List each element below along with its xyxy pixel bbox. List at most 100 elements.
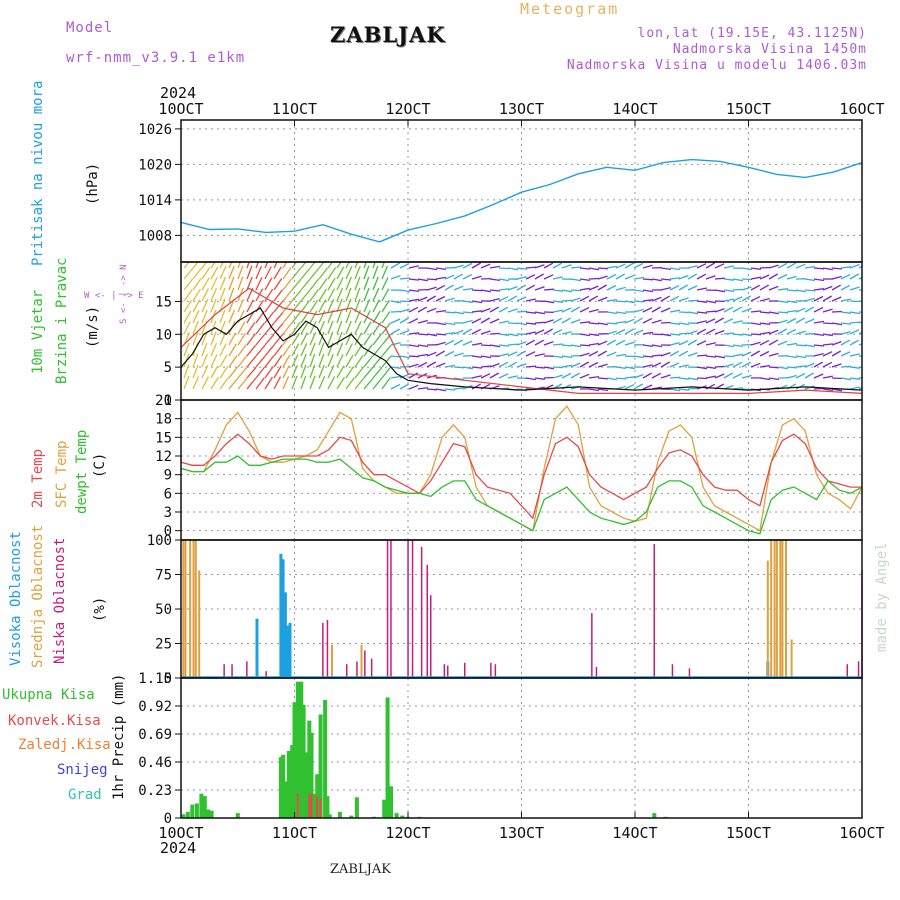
station-coordinates: lon,lat (19.15E, 43.1125N)	[637, 26, 867, 41]
wind-barb	[327, 365, 335, 379]
wind-barb	[201, 365, 209, 379]
wind-barb	[480, 365, 492, 368]
wind-barb	[696, 366, 708, 370]
wind-barb	[786, 342, 797, 346]
wind-barb	[813, 373, 824, 379]
wind-barb	[534, 329, 545, 335]
wind-barb	[246, 366, 257, 379]
wind-barb	[480, 289, 491, 293]
wind-barb	[219, 266, 227, 280]
wind-barb	[759, 266, 771, 269]
wind-barb	[345, 309, 352, 324]
wind-barb	[255, 355, 266, 368]
wind-barb	[831, 296, 842, 302]
wind-barb	[417, 278, 428, 282]
wind-barb	[597, 350, 608, 357]
wind-barb	[498, 306, 509, 313]
wind-barb	[579, 295, 590, 302]
wind-barb	[669, 322, 680, 325]
precip-legend-snow: Snijeg	[57, 762, 108, 778]
precip-bar	[389, 786, 393, 818]
wind-barb	[345, 377, 355, 390]
wind-barb	[363, 355, 374, 368]
wind-barb	[372, 377, 383, 390]
watermark: made by Angel	[874, 542, 890, 652]
top-year-label: 2024	[160, 84, 196, 102]
wind-barb	[336, 354, 344, 368]
wind-barb	[795, 317, 806, 324]
precip-bar	[301, 704, 306, 818]
wind-barb	[381, 299, 390, 313]
wind-barb	[372, 276, 379, 291]
wind-barb	[318, 342, 325, 357]
wind-barb	[255, 333, 266, 346]
wind-barb	[840, 311, 851, 314]
wind-barb	[588, 285, 599, 291]
wind-barb	[534, 273, 545, 280]
wind-barb	[381, 262, 385, 269]
wind-barb	[750, 310, 761, 313]
wind-barb	[813, 333, 824, 337]
precip-bar	[325, 796, 330, 818]
cloud-bar	[370, 658, 373, 678]
cloud-bar	[283, 592, 287, 678]
wind-barb	[435, 341, 446, 346]
wind-barb	[705, 300, 717, 304]
wind-barb	[435, 284, 446, 291]
wind-barb	[588, 295, 599, 302]
wind-barb	[561, 307, 572, 313]
wind-barb	[381, 311, 391, 324]
wind-barb	[381, 265, 388, 280]
wind-barb	[543, 340, 554, 346]
wind-barb	[255, 277, 263, 291]
wind-barb	[210, 354, 218, 368]
cloud-bar	[194, 540, 197, 678]
wind-barb	[336, 277, 344, 291]
wind-barb	[201, 277, 210, 291]
wind-barb	[579, 278, 590, 282]
precip-bar	[190, 804, 195, 818]
precip-bar	[199, 793, 204, 818]
wind-barb	[669, 350, 680, 357]
wind-barb	[570, 266, 582, 269]
wind-barb	[615, 300, 627, 303]
wind-barb	[417, 319, 428, 324]
wind-barb	[372, 262, 376, 269]
wind-barb	[732, 361, 743, 368]
precip-unit-label: 1hr Precip (mm)	[111, 674, 127, 800]
cloud-bar	[447, 665, 449, 678]
wind-barb	[219, 320, 226, 335]
wind-barb	[813, 320, 825, 324]
precip-bar	[309, 732, 314, 818]
wind-barb	[300, 364, 307, 379]
wind-barb	[687, 387, 699, 390]
wind-barb	[597, 275, 608, 280]
pressure-y-tick-label: 1026	[138, 122, 172, 138]
wind-barb	[633, 276, 644, 280]
precip-bar	[385, 697, 390, 818]
temp-unit-label: (C)	[92, 453, 108, 478]
wind-barb	[201, 298, 209, 313]
wind-barb	[696, 311, 707, 314]
wind-barb	[624, 328, 635, 335]
wind-barb	[363, 321, 372, 335]
wind-barb	[570, 318, 581, 324]
wind-barb	[354, 321, 362, 335]
wind-barb	[246, 377, 257, 390]
wind-barb	[282, 375, 290, 390]
wind-barb	[642, 331, 654, 335]
wind-barb	[633, 355, 644, 359]
wind-barb	[264, 311, 275, 324]
wind-barb	[741, 286, 752, 291]
wind-barb	[813, 361, 824, 368]
wind-barb	[444, 322, 455, 326]
wind-barb	[687, 273, 698, 280]
wind-barb	[552, 300, 563, 303]
wind-barb	[399, 383, 410, 390]
wind-barb	[705, 355, 716, 358]
wind-barb	[318, 299, 327, 313]
wind-barb	[543, 319, 554, 324]
wind-barb	[615, 273, 626, 280]
wind-barb	[255, 262, 259, 269]
wind-barb	[516, 350, 527, 357]
